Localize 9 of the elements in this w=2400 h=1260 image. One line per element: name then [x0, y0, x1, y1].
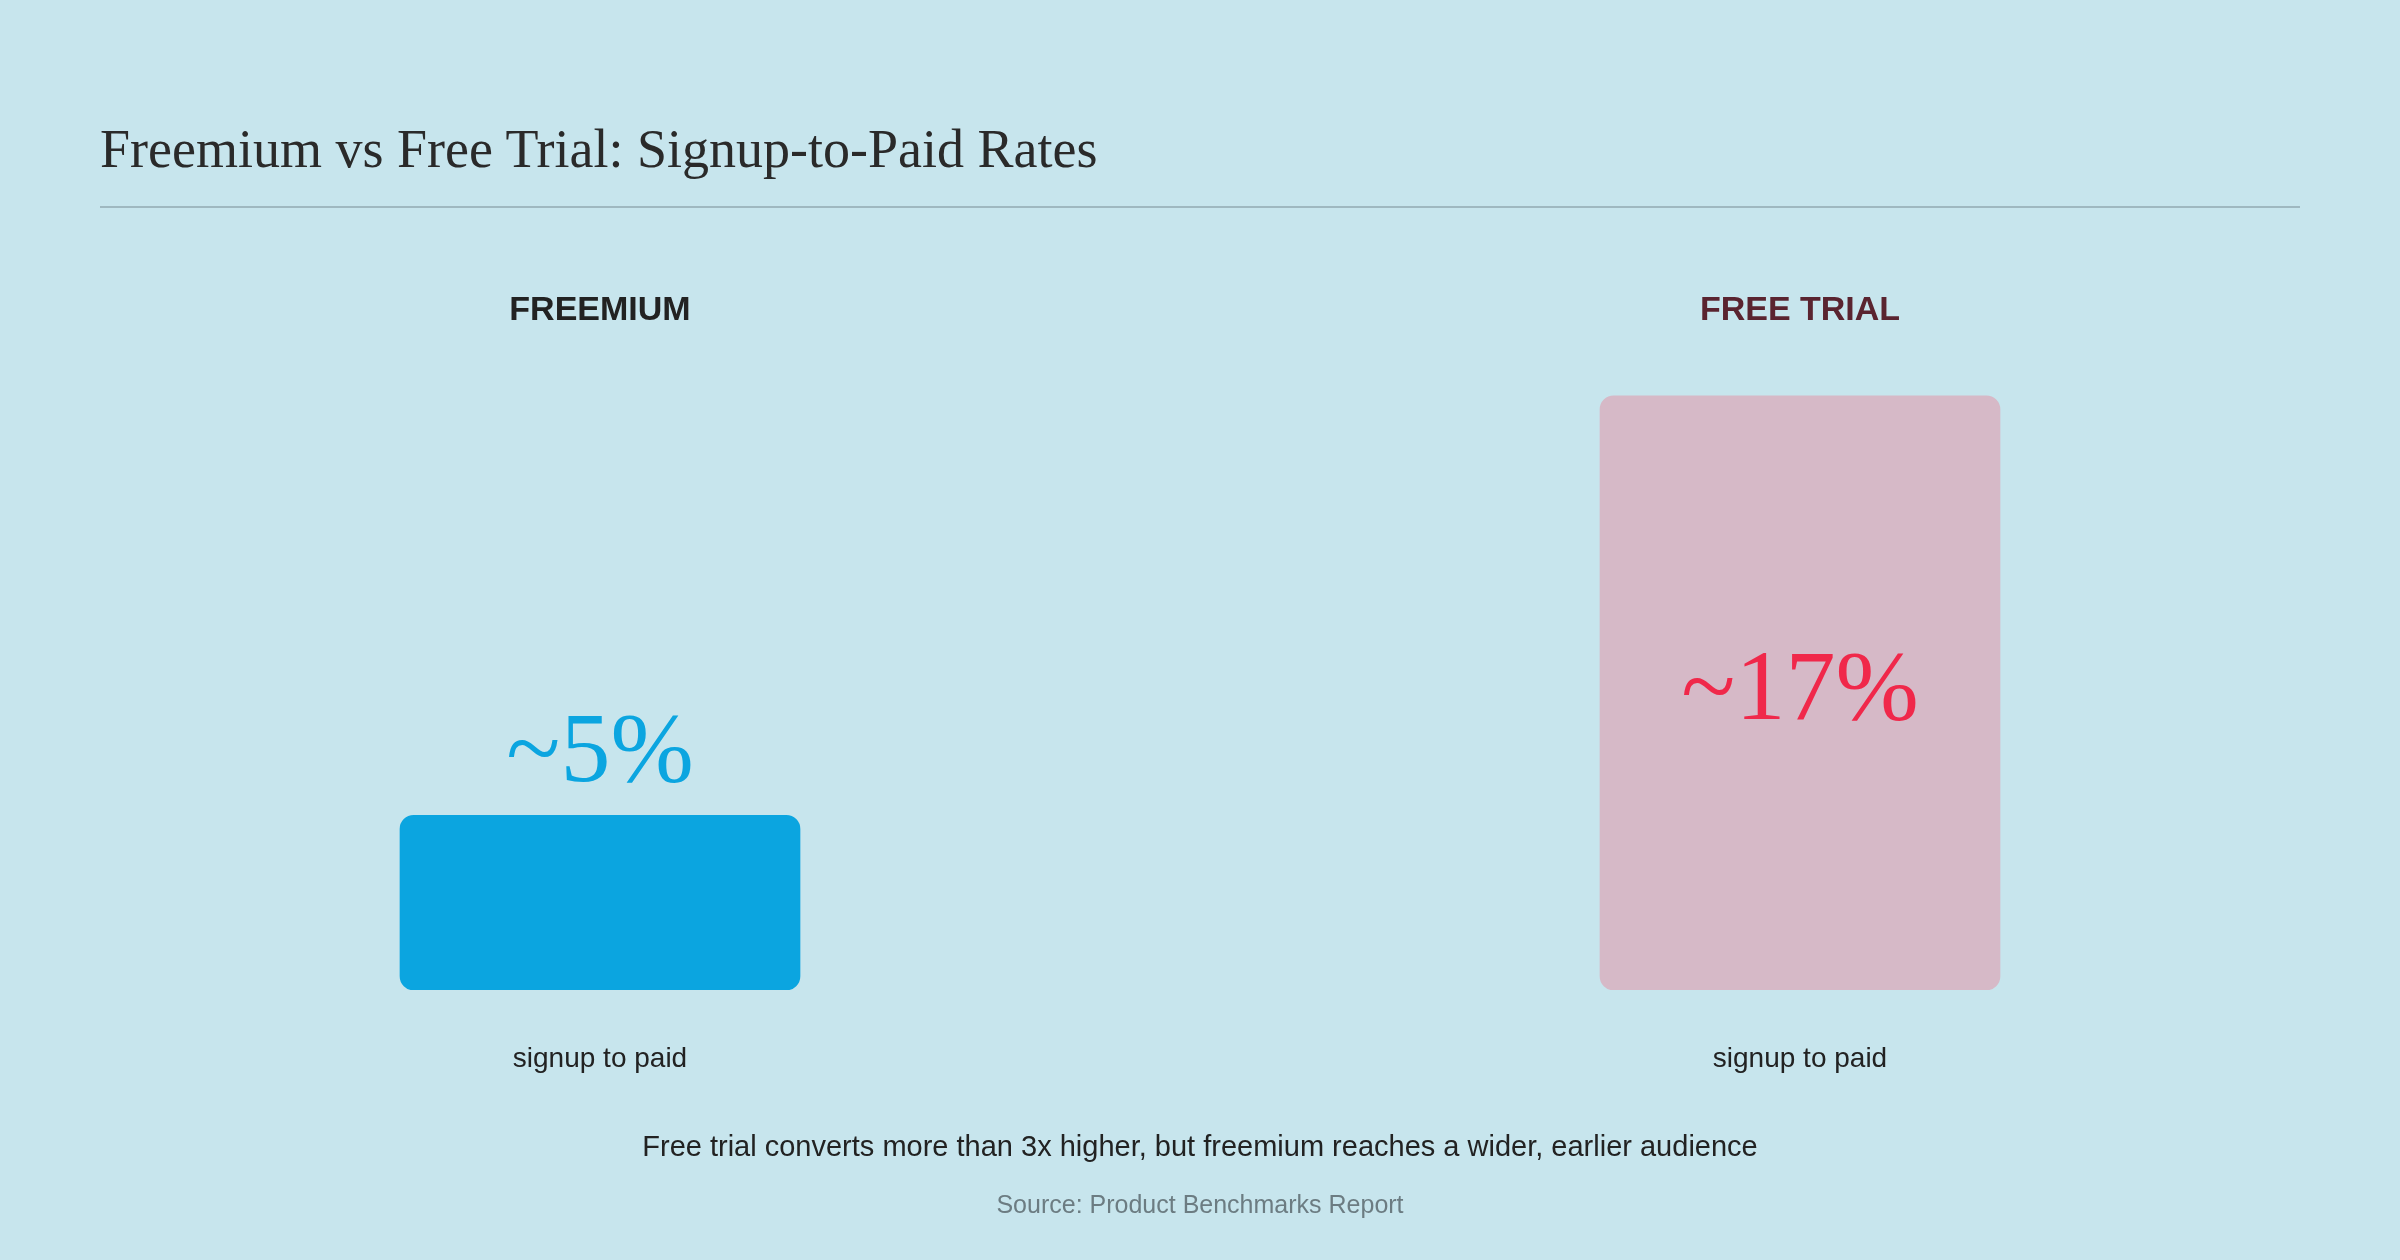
- data-label: ~17%: [1681, 630, 1919, 742]
- x-tick-label: FREEMIUM: [509, 288, 691, 327]
- data-label: ~5%: [506, 692, 694, 804]
- text: Free trial converts more than 3x higher, but freemium reaches a wider, earlier audience: [641, 1130, 1759, 1163]
- text: signup to paid: [512, 1041, 688, 1073]
- x-tick-label: FREE TRIAL: [1699, 288, 1901, 327]
- text: signup to paid: [1712, 1041, 1888, 1073]
- chart-title: Freemium vs Free Trial: Signup-to-Paid Rates: [100, 118, 1098, 180]
- source-note: Source: Product Benchmarks Report: [995, 1190, 1405, 1219]
